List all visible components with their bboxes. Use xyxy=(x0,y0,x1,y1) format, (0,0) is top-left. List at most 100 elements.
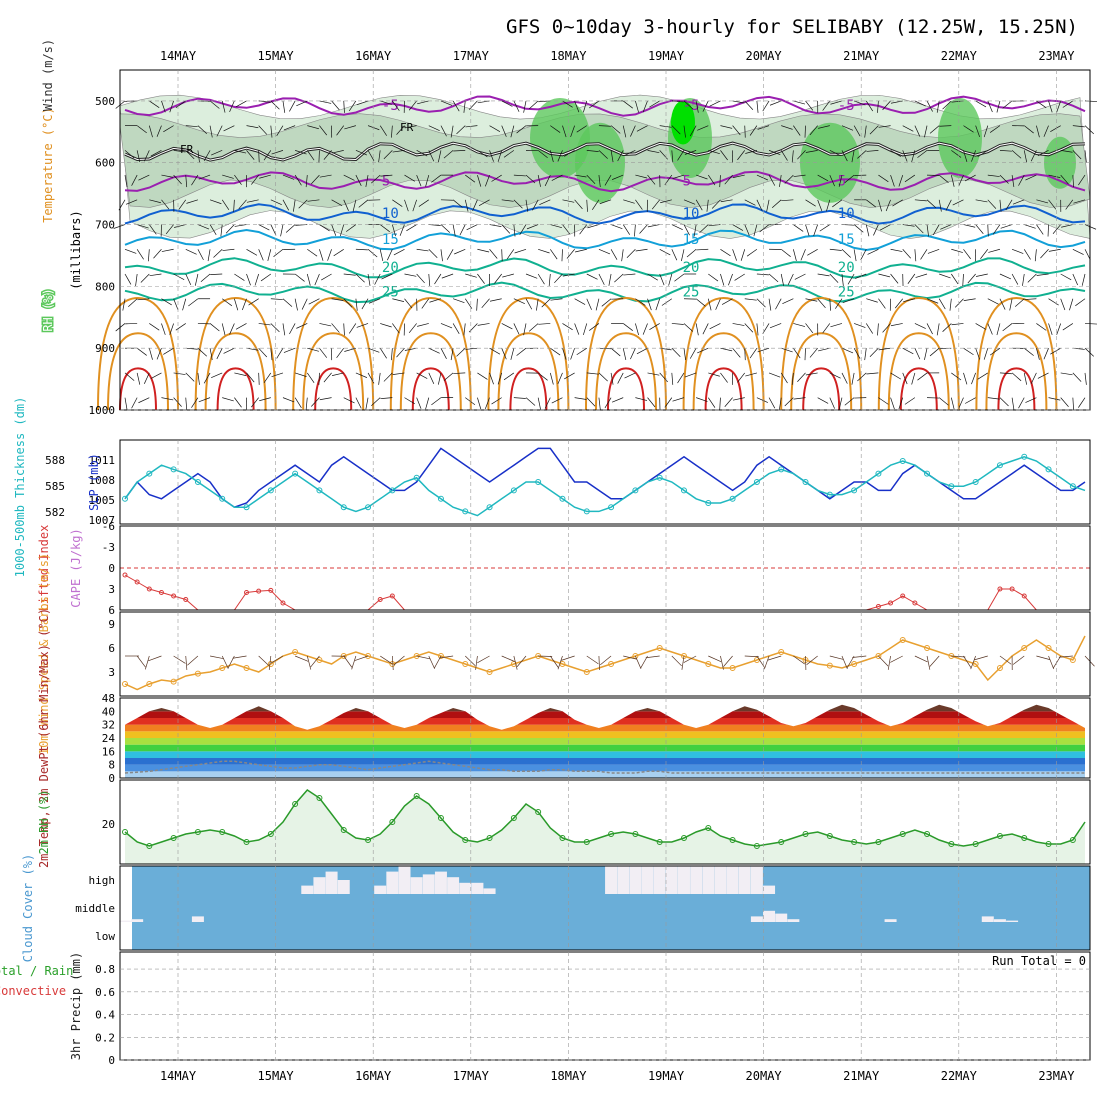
wind-barb xyxy=(258,347,268,358)
wind-barb xyxy=(140,273,150,283)
warm-contour xyxy=(107,332,169,411)
wind-speed-point xyxy=(826,662,833,669)
wind-barb xyxy=(149,199,162,204)
wind-barb xyxy=(392,372,405,375)
wind-barb-10m xyxy=(294,655,309,662)
wind-barb xyxy=(719,397,721,410)
wind-speed-point xyxy=(146,681,153,687)
wind-barb xyxy=(598,125,611,127)
wind-barb xyxy=(323,150,332,160)
wind-barb xyxy=(841,125,854,131)
wind-barb xyxy=(136,150,141,163)
wind-barb xyxy=(720,273,725,286)
wind-barb xyxy=(149,323,160,331)
warm-contour xyxy=(487,296,570,411)
wind-barb-10m xyxy=(744,655,759,658)
wind-barb xyxy=(434,273,442,285)
wind-barb xyxy=(246,347,259,351)
wind-barb xyxy=(732,125,741,136)
wind-barb xyxy=(246,150,255,160)
warm-contour xyxy=(204,332,267,411)
wind-barb xyxy=(621,249,624,262)
wind-barb xyxy=(393,248,405,256)
wind-barb xyxy=(917,150,928,158)
warm-contour xyxy=(399,332,462,411)
wind-barb xyxy=(459,224,466,236)
wind-barb xyxy=(295,372,307,377)
wind-barb xyxy=(987,199,997,209)
wind-barb xyxy=(234,224,247,227)
wind-barb-10m xyxy=(887,655,891,670)
slp-tick: 1005 xyxy=(89,494,116,507)
wind-barb-10m xyxy=(501,655,515,662)
panel-frame xyxy=(119,439,1091,525)
wind-barb xyxy=(343,323,345,336)
wind-barb xyxy=(538,323,551,325)
wind-barb xyxy=(221,100,226,113)
wind-barb xyxy=(1060,273,1072,281)
temp-tick: 0 xyxy=(108,772,115,785)
wind-barb xyxy=(562,199,575,203)
wind-barb xyxy=(452,224,456,237)
wind-barb xyxy=(344,347,356,352)
wind-barb xyxy=(380,100,392,105)
rh-point xyxy=(608,831,615,837)
wind-barb xyxy=(885,199,891,212)
wind-barb xyxy=(732,347,741,358)
wind-barb-10m xyxy=(671,655,682,667)
thickness-point xyxy=(996,462,1003,469)
wind-barb xyxy=(267,249,272,261)
wind-barb xyxy=(851,372,855,385)
wind-barb xyxy=(574,397,587,400)
wind-barb xyxy=(211,150,223,156)
wind-barb xyxy=(1034,249,1037,262)
wind-barb xyxy=(1078,174,1086,186)
wind-barb xyxy=(416,372,428,379)
wind-barb xyxy=(1000,224,1013,229)
wind-barb xyxy=(587,224,600,229)
wind-barb xyxy=(697,347,709,354)
wind-speed-point xyxy=(170,678,177,685)
wind-barb xyxy=(1048,323,1053,335)
wind-barb xyxy=(1011,372,1022,382)
wind-barb xyxy=(173,273,185,280)
wind-barb xyxy=(148,249,150,262)
wind-barb xyxy=(234,273,245,281)
wind-barb-10m xyxy=(393,655,405,666)
wind-barb xyxy=(813,224,818,236)
wind-barb xyxy=(319,224,330,232)
wind-barb-10m xyxy=(598,655,600,671)
pressure-tick: 800 xyxy=(95,280,115,293)
wind-barb xyxy=(659,150,668,160)
wind-barb xyxy=(203,150,211,161)
isotherm-label: 20 xyxy=(838,260,855,276)
wind-barb xyxy=(659,248,671,256)
li-point xyxy=(122,572,128,578)
rh-point xyxy=(413,793,420,799)
cloud-cell xyxy=(313,877,326,894)
warm-contour xyxy=(585,296,667,411)
cloud-level-label: middle xyxy=(75,902,115,915)
wind-barb xyxy=(222,298,233,307)
wind-barb xyxy=(319,174,332,178)
wind-barb xyxy=(194,273,199,286)
wind-barb xyxy=(744,224,750,236)
wind-barb xyxy=(902,150,908,162)
wind-barb xyxy=(1002,100,1013,109)
wind-barb xyxy=(817,199,823,212)
wind-barb xyxy=(574,298,586,305)
wind-barb xyxy=(501,323,513,330)
wind-barb xyxy=(124,248,137,254)
wind-barb xyxy=(576,125,587,133)
wind-barb xyxy=(586,273,598,280)
wind-barb xyxy=(805,199,816,207)
wind-barb xyxy=(453,150,466,152)
wind-barb xyxy=(829,372,841,379)
wind-barb xyxy=(805,372,818,376)
wind-barb xyxy=(878,174,889,183)
rh-point xyxy=(656,839,663,845)
cloud-cell xyxy=(337,880,350,894)
wind-barb xyxy=(392,150,405,153)
wind-barb xyxy=(793,347,801,359)
